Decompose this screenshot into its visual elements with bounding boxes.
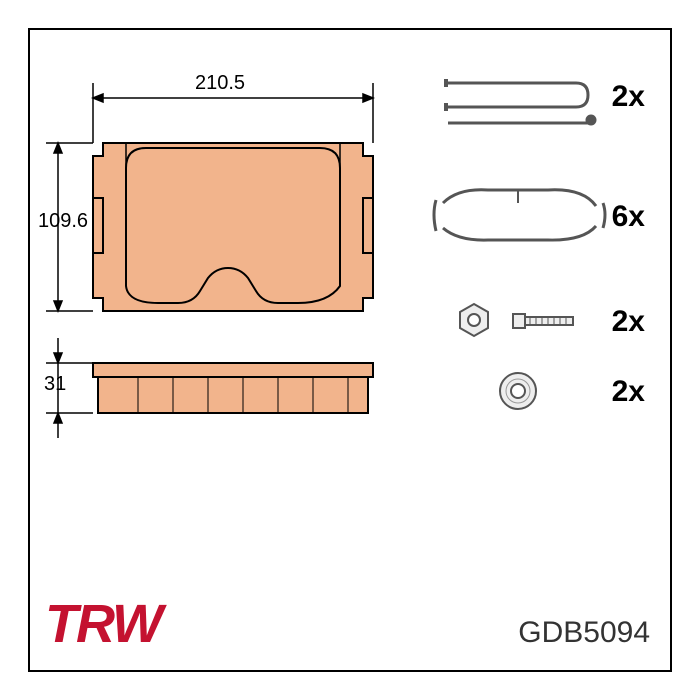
qty-spring-pin: 2x <box>612 80 645 114</box>
brake-pad-side <box>93 363 373 413</box>
brake-pad-front <box>93 143 373 311</box>
accessory-retainer-clip <box>434 190 605 240</box>
dim-width-label: 210.5 <box>195 72 245 95</box>
qty-washer: 2x <box>612 375 645 409</box>
accessory-washer <box>500 373 536 409</box>
qty-nut-bolt: 2x <box>612 305 645 339</box>
accessory-nut-bolt <box>460 304 573 336</box>
part-number: GDB5094 <box>518 616 650 650</box>
dim-thickness-label: 31 <box>44 373 66 396</box>
dim-height-label: 109.6 <box>38 210 88 233</box>
brand-logo: TRW <box>45 593 161 655</box>
accessory-spring-pin <box>446 79 595 124</box>
qty-retainer-clip: 6x <box>612 200 645 234</box>
diagram-canvas <box>28 28 672 672</box>
